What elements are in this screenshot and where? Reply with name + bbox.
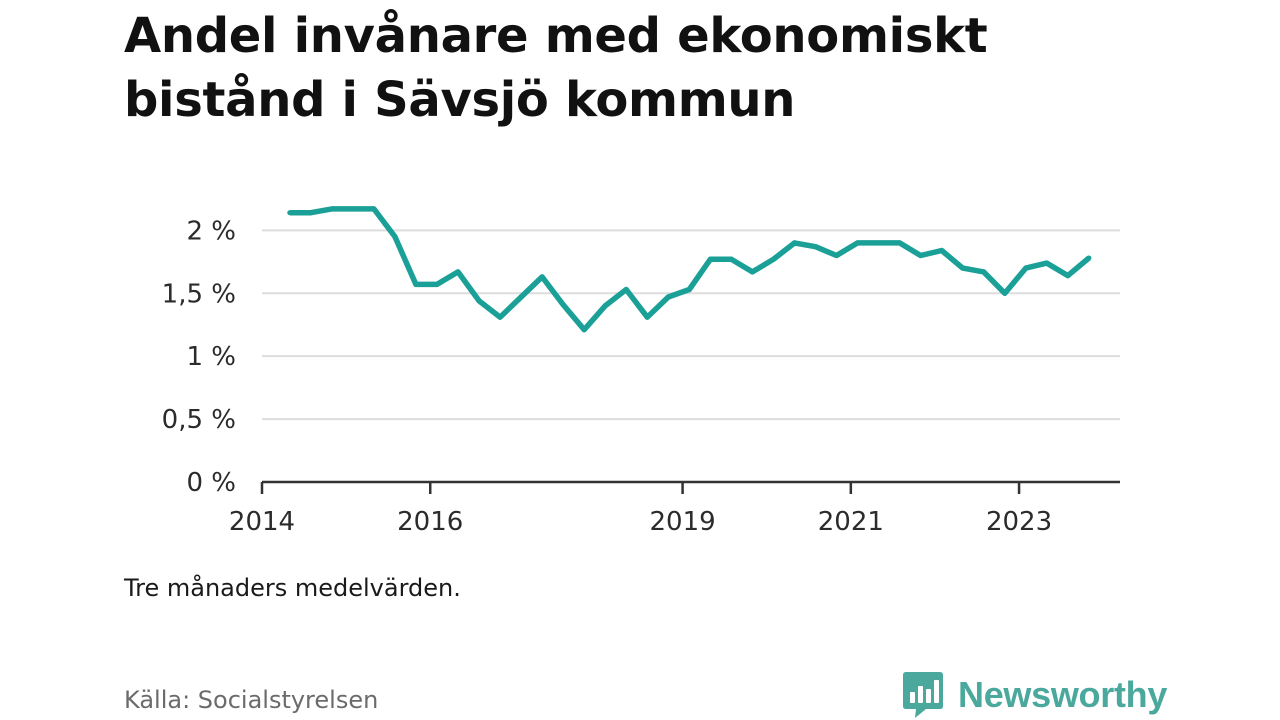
brand-name: Newsworthy (958, 674, 1168, 715)
data-point (623, 286, 629, 292)
data-point (350, 206, 356, 212)
data-point (1023, 265, 1029, 271)
data-point (581, 327, 587, 333)
y-tick-label: 0,5 % (162, 405, 236, 435)
data-point (1065, 273, 1071, 279)
data-point (602, 303, 608, 309)
data-point (918, 253, 924, 258)
line-chart: 0 % 0,5 % 1 % 1,5 % 2 % 2014 2016 2019 2021 2023 (162, 206, 1120, 537)
data-point (644, 314, 650, 320)
data-point (770, 256, 776, 262)
x-tick-label: 2014 (229, 507, 295, 537)
data-point (413, 281, 419, 287)
y-tick-label: 0 % (186, 468, 236, 498)
y-axis: 0 % 0,5 % 1 % 1,5 % 2 % (162, 216, 236, 498)
data-point (1044, 260, 1050, 266)
data-point (329, 206, 335, 212)
chart-note: Tre månaders medelvärden. (124, 574, 461, 602)
series-group (287, 206, 1092, 333)
series-line (289, 206, 1091, 333)
data-point (560, 302, 566, 308)
data-point (960, 265, 966, 271)
data-point (1086, 255, 1092, 261)
x-tick-label: 2019 (650, 507, 716, 537)
data-point (707, 256, 713, 262)
x-tick-label: 2023 (986, 507, 1052, 537)
data-point (876, 240, 882, 246)
y-tick-label: 1 % (186, 342, 236, 372)
x-tick-label: 2016 (397, 507, 463, 537)
data-point (939, 247, 945, 253)
data-point (476, 298, 482, 304)
y-tick-label: 2 % (186, 216, 236, 246)
data-point (539, 274, 545, 280)
data-point (981, 269, 987, 275)
data-point (287, 210, 293, 216)
source-label: Källa: Socialstyrelsen (124, 686, 379, 714)
data-point (686, 286, 692, 292)
data-point (855, 240, 861, 246)
data-point (665, 294, 671, 300)
y-tick-label: 1,5 % (162, 279, 236, 309)
grid-lines (262, 229, 1120, 421)
x-tick-label: 2021 (818, 507, 884, 537)
newsworthy-logo-icon (903, 672, 943, 718)
data-point (812, 244, 818, 250)
brand-logo: Newsworthy (902, 670, 1167, 720)
data-point (518, 294, 524, 300)
x-axis: 2014 2016 2019 2021 2023 (229, 480, 1120, 537)
data-point (791, 240, 797, 246)
chart-title: Andel invånare med ekonomiskt bistånd i … (124, 8, 988, 128)
data-point (897, 240, 903, 246)
data-point (749, 269, 755, 275)
data-point (371, 206, 377, 212)
data-point (497, 314, 503, 320)
data-point (1002, 290, 1008, 296)
data-point (308, 210, 314, 216)
data-point (834, 253, 840, 258)
data-point (434, 281, 440, 287)
data-point (455, 269, 461, 275)
data-point (728, 256, 734, 262)
data-point (392, 234, 398, 240)
